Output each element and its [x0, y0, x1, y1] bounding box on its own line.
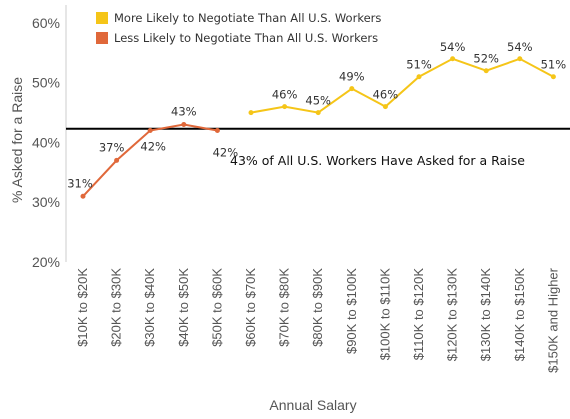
- y-tick-label: 20%: [32, 254, 60, 270]
- data-label-more-likely: 51%: [406, 58, 432, 72]
- data-label-more-likely: 51%: [541, 58, 567, 72]
- data-label-less-likely: 43%: [171, 105, 197, 119]
- x-tick-label: $80K to $90K: [310, 268, 325, 347]
- data-point-less-likely: [114, 157, 120, 163]
- data-label-more-likely: 49%: [339, 70, 365, 84]
- legend-label-less-likely: Less Likely to Negotiate Than All U.S. W…: [114, 31, 378, 45]
- series-line-more-likely: [250, 57, 554, 114]
- data-label-more-likely: 54%: [507, 40, 533, 54]
- data-point-more-likely: [517, 56, 523, 62]
- x-tick-label: $60K to $70K: [243, 268, 258, 347]
- data-label-less-likely: 42%: [140, 140, 166, 154]
- legend-swatch-more-likely: [96, 12, 108, 24]
- legend-label-more-likely: More Likely to Negotiate Than All U.S. W…: [114, 11, 381, 25]
- data-label-more-likely: 46%: [272, 88, 298, 102]
- data-point-more-likely: [248, 110, 254, 116]
- legend-swatch-less-likely: [96, 32, 108, 44]
- data-label-less-likely: 42%: [213, 146, 239, 160]
- x-axis-title: Annual Salary: [269, 397, 356, 413]
- data-point-less-likely: [214, 128, 220, 134]
- data-point-more-likely: [483, 68, 489, 74]
- reference-line-label: 43% of All U.S. Workers Have Asked for a…: [230, 153, 525, 168]
- data-point-less-likely: [80, 193, 86, 199]
- x-tick-label: $130K to $140K: [478, 268, 493, 362]
- y-axis-ticks: 20% 30% 40% 50% 60%: [32, 15, 60, 270]
- data-point-less-likely: [147, 128, 153, 134]
- x-tick-label: $150K and Higher: [545, 267, 560, 372]
- data-label-less-likely: 31%: [67, 176, 93, 190]
- x-axis-ticks: $10K to $20K $20K to $30K $30K to $40K $40K…: [75, 267, 560, 372]
- x-tick-label: $10K to $20K: [75, 268, 90, 347]
- y-tick-label: 30%: [32, 194, 60, 210]
- data-point-more-likely: [450, 56, 456, 62]
- legend: More Likely to Negotiate Than All U.S. W…: [96, 11, 381, 45]
- x-tick-label: $70K to $80K: [277, 268, 292, 347]
- data-label-more-likely: 45%: [305, 94, 331, 108]
- x-tick-label: $140K to $150K: [512, 268, 527, 362]
- x-tick-label: $30K to $40K: [142, 268, 157, 347]
- data-point-more-likely: [349, 86, 355, 92]
- x-tick-label: $40K to $50K: [176, 268, 191, 347]
- data-label-more-likely: 54%: [440, 40, 466, 54]
- x-tick-label: $120K to $130K: [445, 268, 460, 362]
- series-layer: 46% 45% 49% 46% 51% 54% 52% 54% 51% 31% 37% 42% 43% 4…: [67, 40, 566, 199]
- data-point-more-likely: [416, 74, 422, 80]
- data-point-more-likely: [550, 74, 556, 80]
- x-tick-label: $110K to $120K: [411, 268, 426, 361]
- x-tick-label: $20K to $30K: [109, 268, 124, 347]
- data-point-less-likely: [181, 122, 187, 128]
- x-tick-label: $90K to $100K: [344, 268, 359, 354]
- data-label-more-likely: 52%: [473, 52, 499, 66]
- x-tick-label: $50K to $60K: [209, 268, 224, 347]
- y-tick-label: 40%: [32, 134, 60, 150]
- y-tick-label: 60%: [32, 15, 60, 31]
- y-axis-title: % Asked for a Raise: [9, 77, 25, 203]
- data-label-more-likely: 46%: [373, 88, 399, 102]
- data-point-more-likely: [315, 110, 321, 116]
- x-tick-label: $100K to $110K: [377, 268, 392, 361]
- series-line-less-likely: [82, 123, 218, 197]
- y-tick-label: 50%: [32, 75, 60, 91]
- data-point-more-likely: [282, 104, 288, 110]
- data-point-more-likely: [382, 104, 388, 110]
- data-label-less-likely: 37%: [99, 140, 125, 154]
